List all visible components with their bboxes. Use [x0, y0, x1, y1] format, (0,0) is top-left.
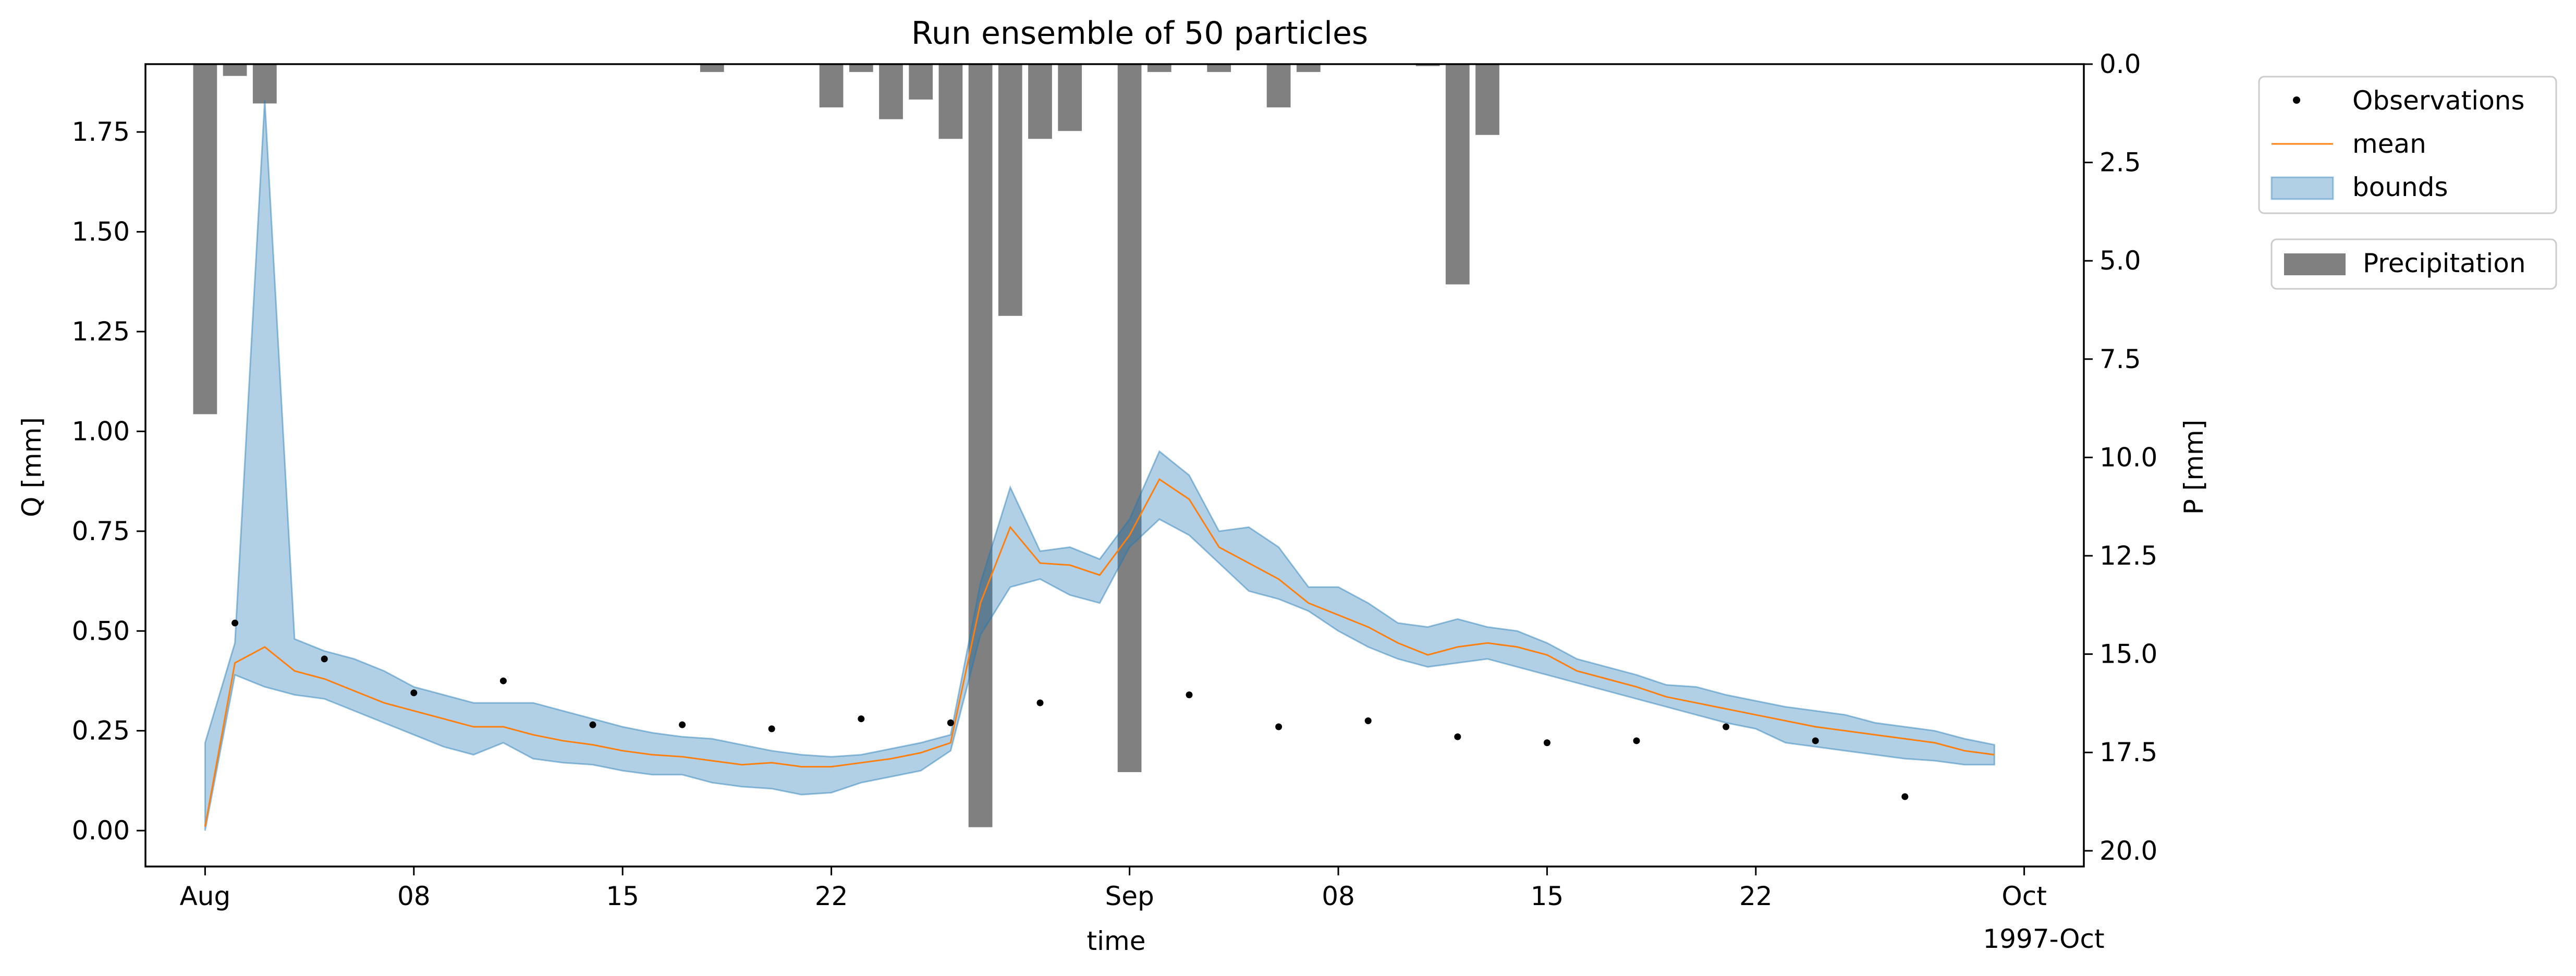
observation-point: [1543, 739, 1551, 747]
precipitation-bar: [1207, 64, 1231, 72]
y2-tick-label: 20.0: [2099, 836, 2157, 866]
chart-title: Run ensemble of 50 particles: [911, 15, 1368, 52]
precipitation-bar: [223, 64, 247, 76]
legend-mean-label: mean: [2352, 129, 2426, 159]
y-tick-label: 1.25: [72, 316, 130, 347]
y-tick-label: 0.25: [72, 716, 130, 746]
observation-point: [768, 725, 775, 733]
precipitation-bar: [1296, 64, 1321, 72]
precipitation-bar: [1028, 64, 1052, 139]
x-tick-label: 08: [397, 881, 431, 911]
precipitation-bar: [1058, 64, 1082, 131]
legend-bounds-label: bounds: [2352, 172, 2448, 202]
legend-precip-marker: [2284, 253, 2346, 275]
observation-point: [410, 689, 418, 697]
mean-line: [204, 478, 1995, 827]
mean-series-line: [204, 478, 1995, 827]
observation-point: [1723, 723, 1730, 730]
precipitation-bar: [252, 64, 277, 104]
y-tick-label: 0.75: [72, 516, 130, 546]
observation-point: [1633, 737, 1640, 745]
observation-point: [947, 719, 954, 726]
precipitation-bar: [1266, 64, 1291, 107]
precipitation-bars: [193, 64, 1499, 827]
legend: Observations mean bounds Precipitation: [2258, 76, 2557, 290]
precipitation-bar: [909, 64, 933, 100]
y-tick-label: 0.00: [72, 815, 130, 846]
x-tick-label: 22: [1739, 881, 1773, 911]
legend-observations-label: Observations: [2352, 86, 2525, 116]
precipitation-bar: [968, 64, 993, 827]
x-axis-label: time: [1087, 926, 1146, 956]
observation-point: [1901, 793, 1909, 800]
precipitation-bar: [700, 64, 724, 72]
observation-point: [589, 721, 596, 728]
y-tick-label: 1.75: [72, 117, 130, 147]
y-axis-label: Q [mm]: [17, 417, 47, 517]
precipitation-bar: [879, 64, 903, 119]
y-tick-label: 1.00: [72, 416, 130, 446]
y2-tick-label: 10.0: [2099, 442, 2157, 472]
axes: 0.00 0.25 0.50 0.75 1.00 1.25 1.50 1.75 0.0 2.5 5.…: [72, 49, 2158, 911]
observation-point: [1186, 691, 1193, 699]
y2-tick-label: 17.5: [2099, 737, 2157, 767]
precipitation-bar: [819, 64, 844, 107]
precipitation-bar: [938, 64, 963, 139]
precipitation-bar: [998, 64, 1022, 316]
x-tick-label: 22: [815, 881, 848, 911]
chart-text: Run ensemble of 50 particles time 1997-O…: [17, 15, 2209, 956]
y-tick-label: 1.50: [72, 217, 130, 247]
observation-point: [1454, 733, 1461, 740]
observation-point: [679, 721, 686, 728]
x-tick-label: 08: [1322, 881, 1355, 911]
observation-points: [231, 619, 1909, 800]
y2-tick-label: 7.5: [2099, 344, 2141, 374]
legend-box: [2258, 76, 2557, 214]
bounds-area: [204, 100, 1995, 831]
observation-point: [1275, 723, 1283, 730]
x-tick-label: 15: [1531, 881, 1564, 911]
y2-tick-label: 15.0: [2099, 639, 2157, 669]
observation-point: [1812, 737, 1819, 745]
legend-observations-marker: [2293, 96, 2300, 104]
precipitation-bar: [193, 64, 217, 414]
plot-frame: [144, 63, 2085, 868]
observation-point: [1364, 717, 1372, 725]
x-offset-label: 1997-Oct: [1983, 924, 2104, 954]
observation-point: [1036, 699, 1044, 706]
x-tick-label: Sep: [1105, 881, 1154, 911]
legend-bounds-marker: [2270, 176, 2334, 200]
y2-tick-label: 5.0: [2099, 246, 2141, 276]
observation-point: [321, 655, 328, 663]
x-tick-label: Oct: [2001, 881, 2046, 911]
x-tick-label: 15: [606, 881, 639, 911]
y2-tick-label: 12.5: [2099, 541, 2157, 571]
observation-point: [858, 715, 865, 723]
observation-point: [231, 619, 239, 627]
legend-precip-box: [2270, 238, 2557, 290]
precipitation-bar: [1445, 64, 1470, 285]
observation-point: [499, 677, 507, 685]
precipitation-bar: [849, 64, 873, 72]
y2-tick-label: 2.5: [2099, 148, 2141, 178]
precipitation-bar: [1415, 64, 1440, 66]
y2-tick-label: 0.0: [2099, 49, 2141, 79]
legend-precip-label: Precipitation: [2363, 248, 2526, 278]
y-tick-label: 0.50: [72, 616, 130, 646]
x-tick-label: Aug: [180, 881, 231, 911]
bounds-band: [204, 100, 1995, 831]
precipitation-bar: [1475, 64, 1499, 135]
precipitation-bar: [1117, 64, 1142, 772]
y2-axis-label: P [mm]: [2179, 420, 2209, 515]
precipitation-bar: [1147, 64, 1171, 72]
